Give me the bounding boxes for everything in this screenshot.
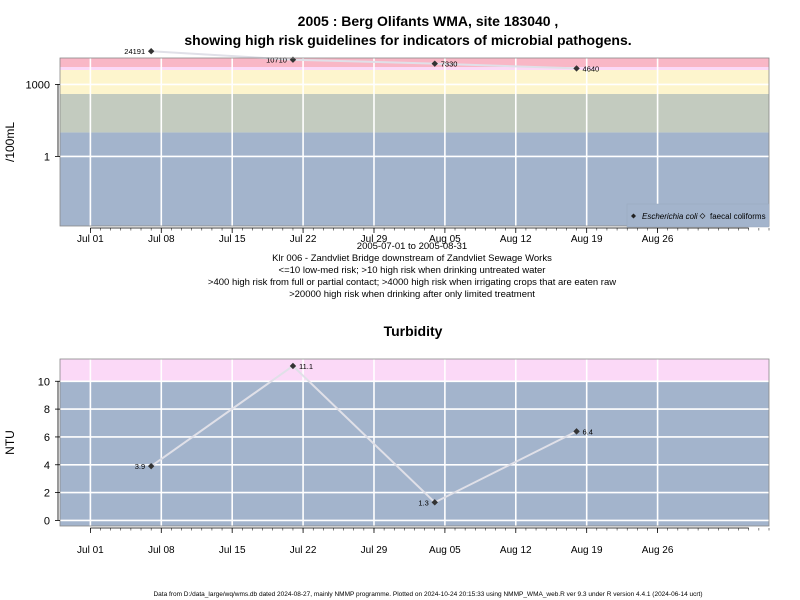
x-tick-label: Aug 26 [642,234,674,245]
x-tick-label: Aug 05 [429,234,461,245]
chart-title-line2: showing high risk guidelines for indicat… [184,32,631,48]
legend-faecal-marker [699,213,706,219]
legend-ecoli-marker [631,213,636,219]
site-description: Klr 006 - Zandvliet Bridge downstream of… [272,253,552,264]
data-label: 6.4 [583,427,593,436]
data-point [573,428,580,435]
y-tick-label: 1000 [26,79,50,91]
data-label: 11.1 [299,362,313,371]
data-label: 10710 [266,56,287,65]
turbidity-title: Turbidity [384,323,443,339]
footer-note: Data from D:/data_large/wq/wms.db dated … [153,591,702,598]
x-tick-label: Jul 15 [219,545,246,556]
y-axis-label: /100mL [3,122,17,162]
axes: Jul 01 Jul 08 Jul 15 Jul 22 Jul 29 Aug 05 Aug … [26,79,770,245]
turbidity-series: 3.9 11.1 1.3 6.4 [135,362,593,507]
y-tick-label: 2 [44,488,50,500]
x-tick-label: Jul 29 [361,234,388,245]
y-tick-label: 10 [38,376,50,388]
turbidity-plot: 3.911.11.36.4 Jul 01 Jul 08 Jul 15 Jul 22 Ju… [3,358,770,556]
x-tick-label: Jul 29 [361,545,388,556]
legend: Escherichia coli faecal coliforms [626,203,770,228]
x-tick-label: Aug 19 [571,234,603,245]
series-line [150,364,578,504]
y-tick-label: 6 [44,432,50,444]
x-tick-label: Aug 19 [571,545,603,556]
risk-band [60,93,769,133]
data-point [147,462,155,470]
data-label: 4640 [583,64,600,73]
chart-title-line1: 2005 : Berg Olifants WMA, site 183040 , [298,13,559,29]
data-point [147,48,155,55]
risk-note-3: >20000 high risk when drinking after onl… [289,289,535,300]
data-label: 24191 [124,47,145,56]
y-tick-label: 0 [44,515,50,527]
x-tick-label: Jul 22 [290,545,317,556]
x-tick-label: Jul 15 [219,234,246,245]
y-tick-label: 8 [44,404,50,416]
y-axis-label: NTU [3,430,17,455]
risk-note-2: >400 high risk from full or partial cont… [208,277,616,288]
gridlines [60,359,769,526]
risk-band [60,69,769,94]
series-line [151,50,577,70]
data-label: 7330 [441,60,458,69]
data-label: 1.3 [418,498,428,507]
x-tick-label: Aug 05 [429,545,461,556]
data-point [289,362,297,370]
y-tick-label: 1 [44,151,50,163]
x-tick-label: Aug 12 [500,234,532,245]
legend-faecal-label: faecal coliforms [710,212,766,221]
x-tick-label: Aug 12 [500,545,532,556]
risk-bands [60,58,769,226]
legend-ecoli-label: Escherichia coli [642,212,698,221]
legend-box [626,203,770,228]
data-point [431,60,438,67]
axes: Jul 01 Jul 08 Jul 15 Jul 22 Jul 29 Aug 05 Aug … [38,376,770,556]
x-tick-label: Jul 01 [77,234,104,245]
data-label: 3.9 [135,462,145,471]
x-tick-label: Jul 22 [290,234,317,245]
risk-note-1: <=10 low-med risk; >10 high risk when dr… [279,265,546,276]
risk-band [60,381,769,526]
data-point [573,65,580,72]
gridlines [60,58,769,226]
data-point [431,499,438,506]
x-tick-label: Jul 08 [148,545,175,556]
plot-frame [59,57,770,227]
x-tick-label: Aug 26 [642,545,674,556]
y-tick-label: 4 [44,460,50,472]
risk-bands [60,359,769,526]
plot-frame [59,358,770,527]
date-range-note: 2005-07-01 to 2005-08-31 [357,241,467,252]
risk-band [60,359,769,382]
x-tick-label: Jul 01 [77,545,104,556]
x-tick-label: Jul 08 [148,234,175,245]
